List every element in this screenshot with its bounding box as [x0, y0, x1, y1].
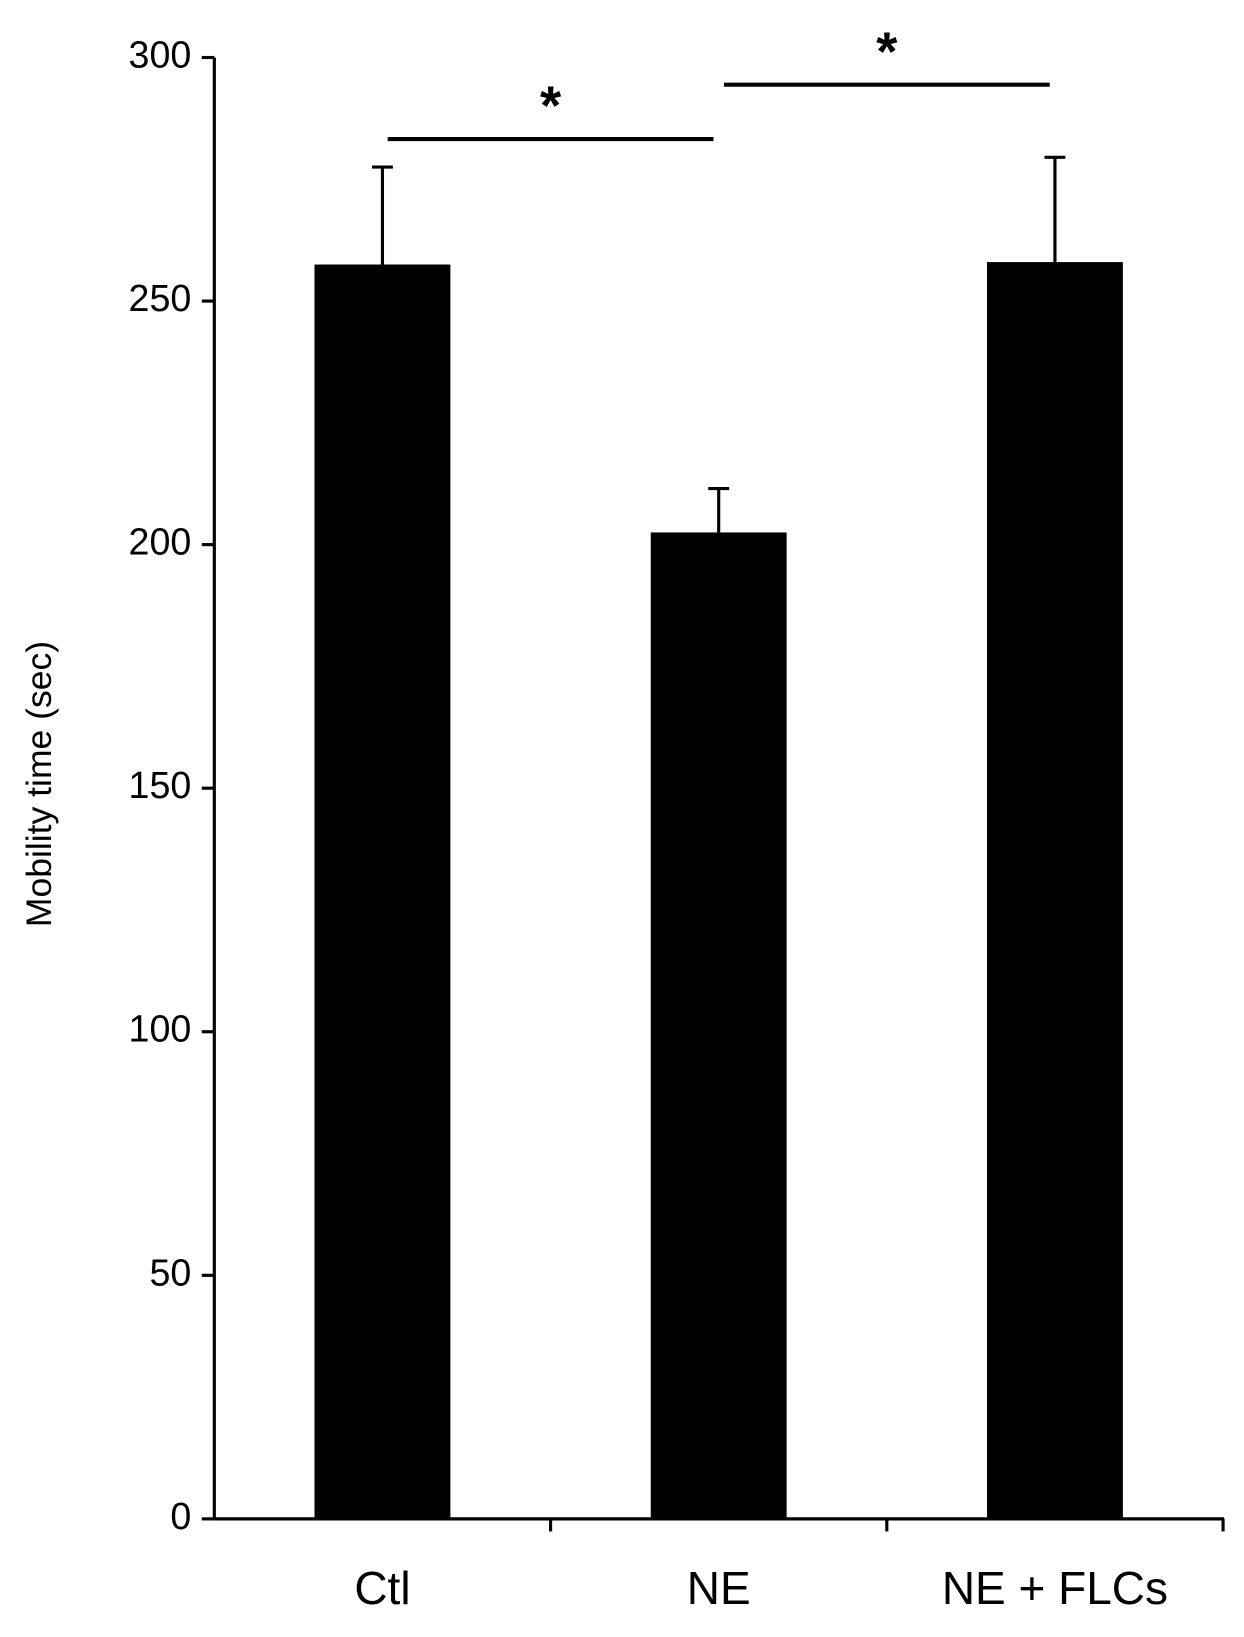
- error-bar: [371, 165, 393, 265]
- bar: [314, 264, 451, 1519]
- y-tick-label: 200: [129, 521, 192, 563]
- y-tick-label: 300: [129, 33, 192, 75]
- error-bar: [1044, 155, 1066, 263]
- y-tick-label: 150: [129, 764, 192, 806]
- y-tick-label: 250: [129, 277, 192, 319]
- error-bar: [708, 487, 730, 533]
- x-tick-label: Ctl: [354, 1562, 410, 1614]
- y-tick-label: 50: [149, 1251, 191, 1293]
- bar: [650, 532, 787, 1519]
- y-tick-label: 100: [129, 1008, 192, 1050]
- x-tick-label: NE: [687, 1562, 751, 1614]
- significance-label: *: [540, 75, 562, 136]
- y-axis-label: Mobility time (sec): [19, 641, 59, 927]
- bar: [986, 262, 1123, 1519]
- significance-label: *: [876, 21, 898, 82]
- y-tick-label: 0: [170, 1495, 191, 1537]
- x-tick-label: NE + FLCs: [942, 1562, 1168, 1614]
